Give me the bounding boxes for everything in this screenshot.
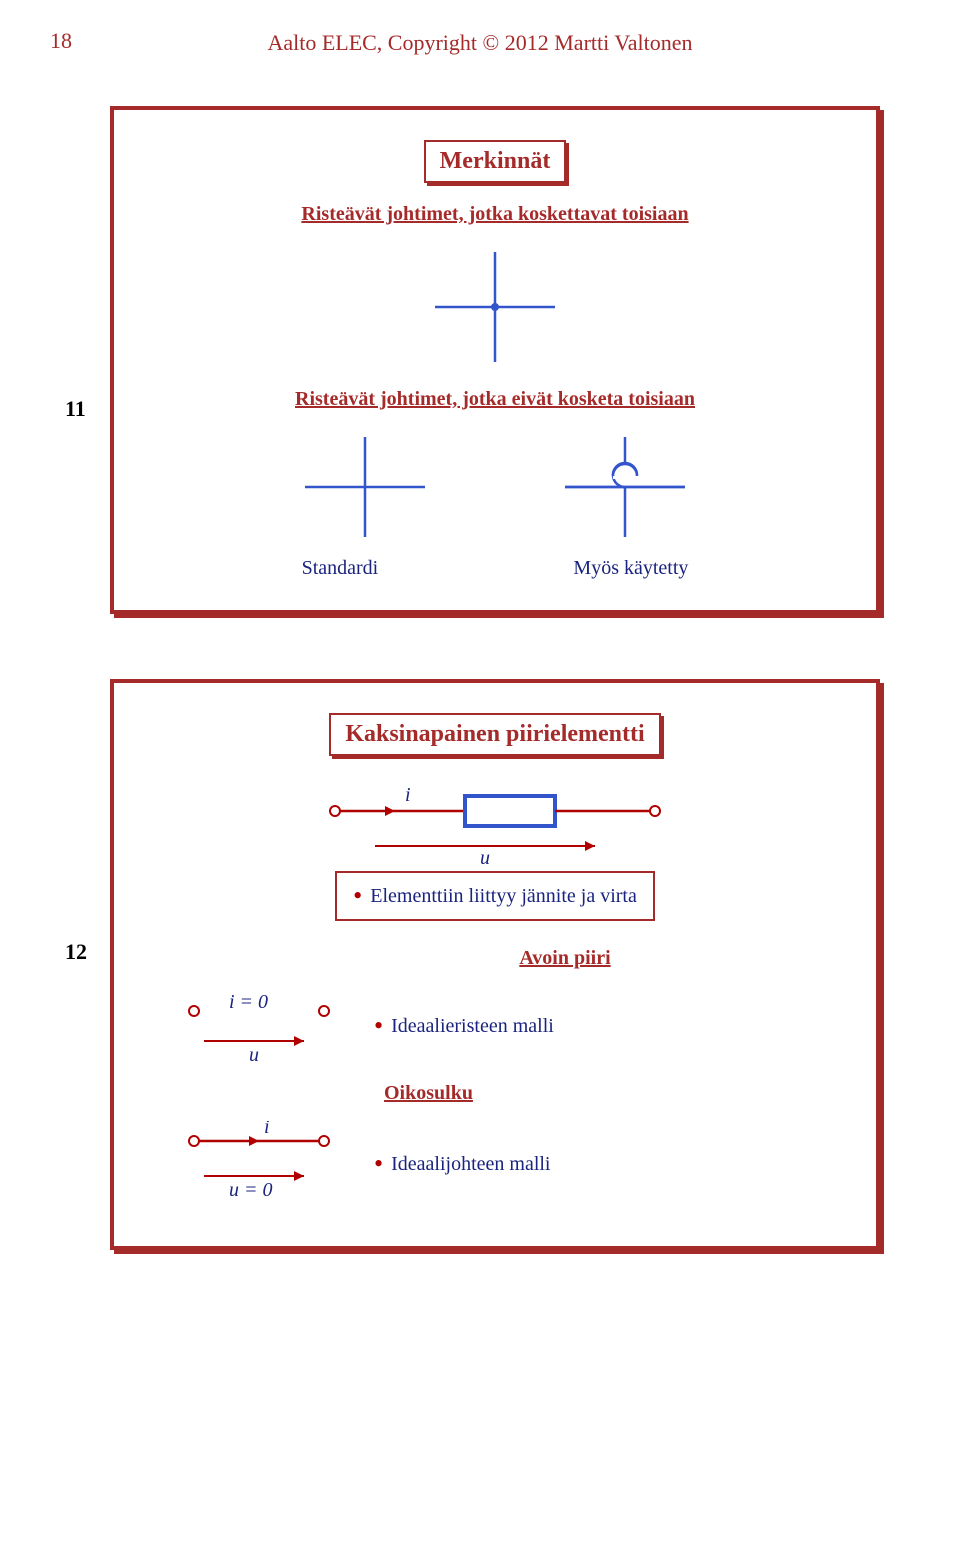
label-standard: Standardi [302, 557, 379, 580]
bullet-dot-icon: • [374, 1011, 383, 1040]
svg-text:i = 0: i = 0 [229, 991, 268, 1013]
bullet-dot-icon: • [353, 881, 362, 910]
slide-1-sub1: Risteävät johtimet, jotka koskettavat to… [144, 203, 846, 226]
diagram-touching-wires [415, 242, 575, 372]
slide-2-title: Kaksinapainen piirielementti [329, 713, 660, 756]
sub-short-circuit: Oikosulku [384, 1082, 846, 1105]
slide-1-title: Merkinnät [424, 140, 567, 183]
svg-text:u = 0: u = 0 [229, 1179, 273, 1201]
slide-2-number: 12 [65, 939, 87, 965]
svg-text:u: u [480, 847, 490, 866]
diagram-two-terminal: i u [315, 776, 675, 866]
diagram-hop-cross [545, 427, 705, 547]
label-also-used: Myös käytetty [573, 557, 688, 580]
slide-1-number: 11 [65, 396, 86, 422]
bullet-ideal-conductor: •Ideaalijohteen malli [374, 1149, 816, 1179]
svg-text:u: u [249, 1044, 259, 1061]
slide-1: Merkinnät Risteävät johtimet, jotka kosk… [110, 106, 880, 614]
sub-open-circuit: Avoin piiri [284, 947, 846, 970]
page-header: Aalto ELEC, Copyright © 2012 Martti Valt… [50, 30, 910, 56]
diagram-standard-cross [285, 427, 445, 547]
svg-text:i: i [264, 1121, 270, 1138]
slide-2: Kaksinapainen piirielementti i u [110, 679, 880, 1250]
diagram-short-circuit: i u = 0 [174, 1121, 374, 1201]
slide-1-sub2: Risteävät johtimet, jotka eivät kosketa … [144, 388, 846, 411]
page-number: 18 [50, 28, 72, 54]
bullet-dot-icon: • [374, 1149, 383, 1178]
bullet-element-voltage-current: •Elementtiin liittyy jännite ja virta [335, 871, 655, 921]
diagram-open-circuit: i = 0 u [174, 986, 374, 1061]
svg-text:i: i [405, 784, 411, 806]
bullet-ideal-insulator: •Ideaalieristeen malli [374, 1011, 816, 1041]
